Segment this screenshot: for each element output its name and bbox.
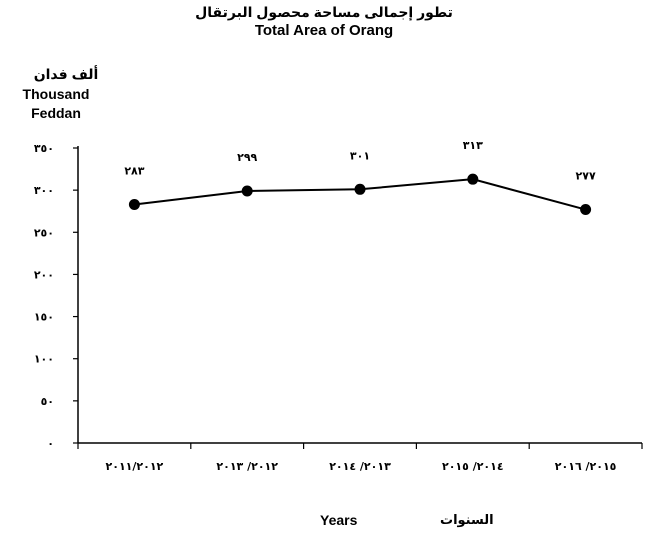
data-label: ٣١٣ [463, 139, 483, 152]
x-tick-label: ٢٠١٢/ ٢٠١٣ [216, 460, 278, 473]
data-point [128, 198, 140, 210]
y-tick-label: ٠ [47, 437, 54, 450]
x-tick-label: ٢٠١١/٢٠١٢ [106, 460, 164, 473]
chart-title-arabic: تطور إجمالى مساحة محصول البرتقال [195, 4, 453, 20]
chart-title-english: Total Area of Orang [254, 22, 394, 39]
data-point [580, 204, 592, 216]
data-label: ٢٧٧ [576, 170, 596, 183]
x-tick-label: ٢٠١٥/ ٢٠١٦ [555, 460, 617, 473]
y-tick-label: ٢٥٠ [34, 226, 54, 239]
data-label: ٢٨٣ [124, 164, 144, 177]
data-point [467, 173, 479, 185]
y-tick-label: ١٠٠ [34, 353, 54, 366]
y-axis-label-arabic: ألف فدان [33, 66, 99, 82]
y-axis-label-english-line2: Feddan [31, 105, 81, 121]
x-tick-label: ٢٠١٤/ ٢٠١٥ [442, 460, 504, 473]
y-tick-label: ٢٠٠ [34, 268, 54, 281]
y-tick-label: ٣٥٠ [34, 142, 54, 155]
x-axis-label-arabic: السنوات [440, 512, 494, 527]
y-axis-label-english-line1: Thousand [22, 86, 90, 102]
x-axis-label-english: Years [320, 512, 358, 528]
data-point [241, 185, 253, 197]
y-tick-label: ٣٠٠ [34, 184, 54, 197]
data-point [354, 183, 366, 195]
data-label: ٢٩٩ [237, 151, 257, 164]
y-tick-label: ٥٠ [41, 395, 54, 408]
y-tick-label: ١٥٠ [34, 311, 54, 324]
x-tick-label: ٢٠١٣/ ٢٠١٤ [329, 460, 391, 473]
data-label: ٣٠١ [350, 149, 370, 162]
